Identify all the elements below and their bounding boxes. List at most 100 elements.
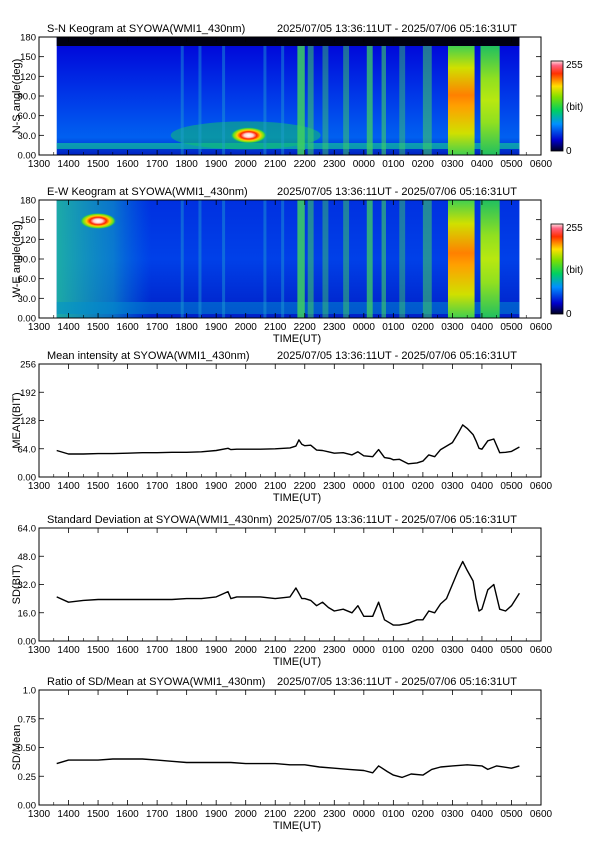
- x-tick-label: 0400: [471, 322, 494, 333]
- y-tick-label: 60.0: [18, 111, 37, 122]
- x-tick-label: 1400: [57, 322, 80, 333]
- chart-panel-4: Standard Deviation at SYOWA(WMI1_430nm) 2…: [11, 514, 553, 668]
- y-axis-label: MEAN(BIT): [11, 392, 23, 448]
- keogram-bright-band: [480, 46, 500, 155]
- x-tick-label: 1600: [116, 159, 139, 170]
- keogram-image: [56, 200, 520, 318]
- y-axis-label: SD/Mean: [11, 725, 23, 771]
- x-tick-label: 2300: [323, 481, 346, 492]
- keogram-green-column: [399, 46, 406, 155]
- x-tick-label: 0600: [530, 809, 553, 820]
- x-tick-label: 0200: [412, 481, 435, 492]
- x-tick-label: 0000: [353, 481, 376, 492]
- x-tick-label: 1400: [57, 481, 80, 492]
- x-axis-label: TIME(UT): [273, 492, 321, 504]
- y-tick-label: 32.0: [18, 580, 37, 591]
- chart-title: Standard Deviation at SYOWA(WMI1_430nm): [47, 514, 272, 526]
- x-tick-label: 1900: [205, 159, 228, 170]
- x-tick-label: 1300: [28, 645, 51, 656]
- x-tick-label: 1400: [57, 645, 80, 656]
- chart-time-range: 2025/07/05 13:36:11UT - 2025/07/06 05:16…: [277, 676, 517, 688]
- keogram-green-column: [307, 200, 314, 318]
- x-tick-label: 0000: [353, 809, 376, 820]
- data-line: [56, 758, 520, 779]
- x-tick-label: 1300: [28, 481, 51, 492]
- y-tick-label: 30.0: [18, 131, 37, 142]
- keogram-green-column: [297, 46, 305, 155]
- x-tick-label: 2300: [323, 645, 346, 656]
- keogram-bright-band: [447, 200, 475, 318]
- colorbar-min-label: 0: [566, 309, 572, 320]
- y-tick-label: 120: [20, 72, 36, 83]
- chart-panel-2: E-W Keogram at SYOWA(WMI1_430nm) 2025/07/…: [11, 186, 583, 345]
- y-tick-label: 30.0: [18, 294, 37, 305]
- keogram-green-column: [307, 46, 314, 155]
- chart-time-range: 2025/07/05 13:36:11UT - 2025/07/06 05:16…: [277, 350, 517, 362]
- x-tick-label: 1500: [87, 645, 110, 656]
- y-tick-label: 0.25: [18, 772, 37, 783]
- x-tick-label: 1700: [146, 159, 169, 170]
- x-tick-label: 1900: [205, 481, 228, 492]
- chart-title: Mean intensity at SYOWA(WMI1_430nm): [47, 350, 250, 362]
- keogram-hot-spot: [80, 212, 117, 229]
- x-tick-label: 1500: [87, 809, 110, 820]
- x-tick-label: 1500: [87, 481, 110, 492]
- x-tick-label: 0600: [530, 159, 553, 170]
- y-tick-label: 0.00: [18, 473, 37, 484]
- data-line: [56, 560, 520, 626]
- colorbar-unit-label: (bit): [566, 102, 583, 113]
- keogram-bright-band: [480, 200, 500, 318]
- y-tick-label: 90.0: [18, 255, 37, 266]
- x-tick-label: 0300: [441, 809, 464, 820]
- x-tick-label: 1900: [205, 322, 228, 333]
- x-tick-label: 0600: [530, 645, 553, 656]
- x-tick-label: 2200: [294, 809, 317, 820]
- x-tick-label: 2000: [235, 645, 258, 656]
- x-tick-label: 1800: [176, 809, 199, 820]
- x-tick-label: 1800: [176, 322, 199, 333]
- x-tick-label: 2100: [264, 322, 287, 333]
- x-tick-label: 0300: [441, 481, 464, 492]
- x-tick-label: 0200: [412, 322, 435, 333]
- chart-title: E-W Keogram at SYOWA(WMI1_430nm): [47, 186, 248, 198]
- x-tick-label: 0000: [353, 645, 376, 656]
- x-tick-label: 2000: [235, 159, 258, 170]
- x-tick-label: 0400: [471, 645, 494, 656]
- x-tick-label: 0400: [471, 481, 494, 492]
- x-tick-label: 2300: [323, 322, 346, 333]
- x-tick-label: 1300: [28, 809, 51, 820]
- x-tick-label: 1900: [205, 809, 228, 820]
- keogram-top-dark-band: [56, 37, 520, 46]
- y-tick-label: 150: [20, 52, 36, 63]
- x-tick-label: 1600: [116, 322, 139, 333]
- chart-time-range: 2025/07/05 13:36:11UT - 2025/07/06 05:16…: [277, 23, 517, 35]
- x-tick-label: 2200: [294, 645, 317, 656]
- x-tick-label: 2200: [294, 322, 317, 333]
- x-tick-label: 1700: [146, 322, 169, 333]
- keogram-green-column: [322, 46, 329, 155]
- x-tick-label: 2200: [294, 159, 317, 170]
- x-tick-label: 0300: [441, 322, 464, 333]
- x-tick-label: 0100: [382, 322, 405, 333]
- plot-frame: [38, 363, 542, 478]
- keogram-green-column: [343, 46, 350, 155]
- keogram-streak: [180, 46, 184, 155]
- keogram-green-column: [381, 46, 386, 155]
- x-tick-label: 0100: [382, 645, 405, 656]
- x-tick-label: 0100: [382, 481, 405, 492]
- keogram-streak: [198, 46, 202, 155]
- data-line: [56, 424, 520, 465]
- y-tick-label: 0.00: [18, 151, 37, 162]
- x-tick-label: 0200: [412, 645, 435, 656]
- y-tick-label: 192: [20, 388, 36, 399]
- keogram-horizon-glow: [56, 302, 520, 314]
- x-tick-label: 1700: [146, 481, 169, 492]
- x-tick-label: 0500: [500, 645, 523, 656]
- x-tick-label: 1400: [57, 809, 80, 820]
- x-tick-label: 0100: [382, 809, 405, 820]
- keogram-green-column: [322, 200, 329, 318]
- x-tick-label: 0000: [353, 322, 376, 333]
- y-axis-label: W-E angle(deg): [11, 221, 23, 298]
- plot-frame: [38, 689, 542, 806]
